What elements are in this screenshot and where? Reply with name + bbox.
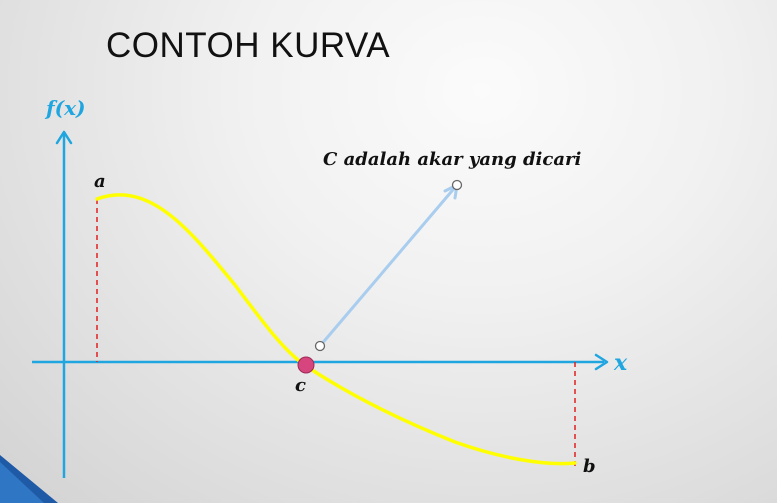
y-axis-label: f(x) bbox=[44, 96, 85, 120]
x-axis-label: x bbox=[613, 350, 628, 376]
slide-title: CONTOH KURVA bbox=[106, 26, 391, 65]
y-axis-arrowhead bbox=[55, 130, 73, 145]
point-b-label: b bbox=[583, 456, 596, 477]
corner-accent bbox=[0, 455, 58, 503]
annotation-arrow-end-handle bbox=[451, 179, 463, 191]
point-a-label: a bbox=[94, 171, 106, 192]
annotation-arrow-start-handle bbox=[314, 340, 326, 352]
annotation-text: C adalah akar yang dicari bbox=[323, 149, 581, 170]
x-axis-arrowhead bbox=[594, 353, 609, 371]
annotation-arrow bbox=[318, 184, 459, 347]
root-point-c bbox=[297, 356, 315, 374]
point-c-label: c bbox=[295, 375, 306, 396]
